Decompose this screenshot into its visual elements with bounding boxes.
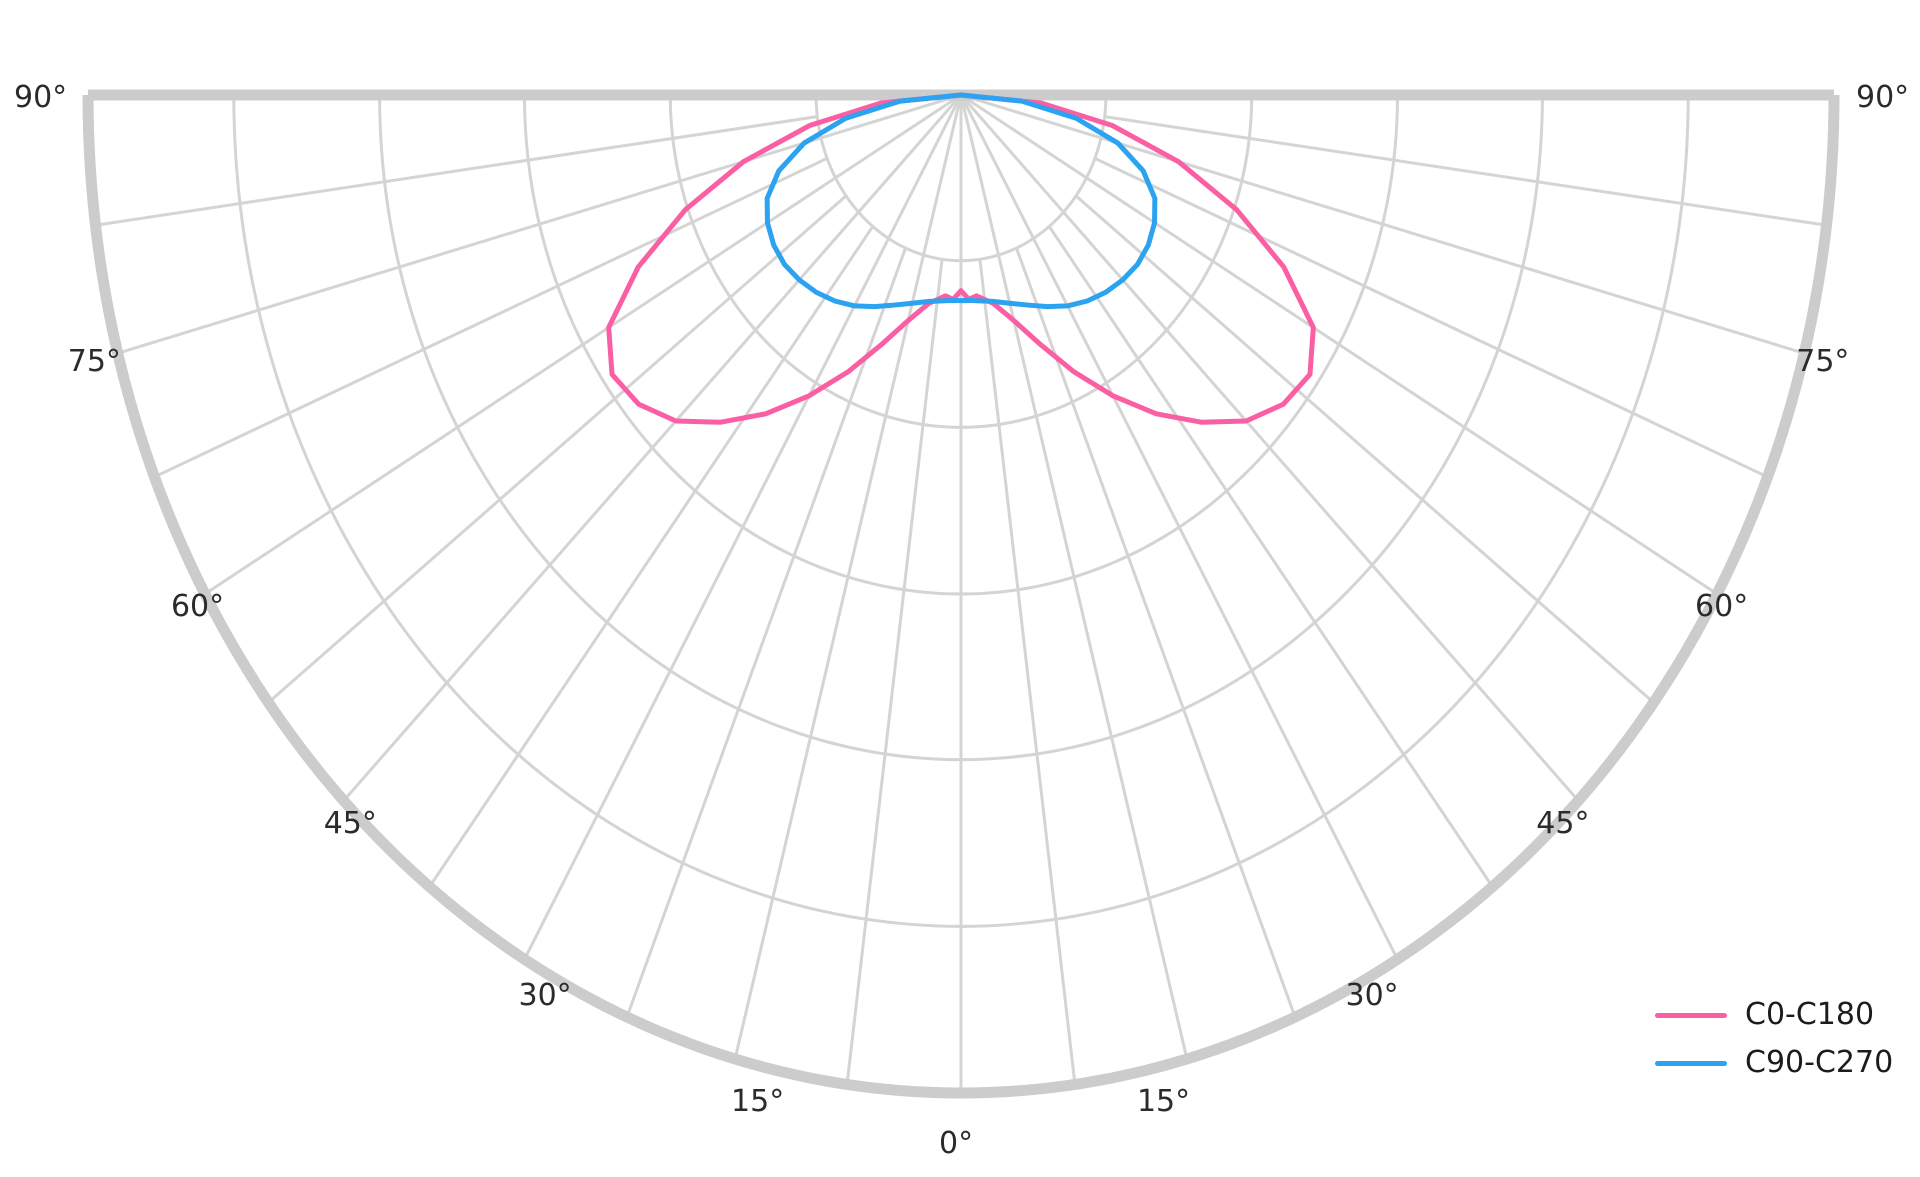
angle-label-right-30: 30° xyxy=(1345,978,1399,1014)
angle-label-left-30: 30° xyxy=(518,978,572,1014)
grid-spoke-minor xyxy=(1074,194,1655,704)
angle-label-right-45: 45° xyxy=(1536,805,1590,841)
grid-spoke-major xyxy=(342,94,963,802)
grid-spoke-major xyxy=(960,93,1805,355)
legend-swatch-c0-c180 xyxy=(1655,1012,1727,1018)
grid-spoke-major xyxy=(117,93,962,355)
legend-item-c0-c180[interactable]: C0-C180 xyxy=(1655,998,1893,1032)
grid-spoke-minor xyxy=(95,115,818,227)
grid-spoke-minor xyxy=(845,259,944,1085)
grid-spoke-minor xyxy=(978,259,1077,1085)
chart-legend: C0-C180 C90-C270 xyxy=(1655,998,1893,1080)
grid-spoke-minor xyxy=(625,247,907,1018)
data-series-layer xyxy=(606,92,1316,425)
angle-label-left-45: 45° xyxy=(323,805,377,841)
legend-label-c90-c270: C90-C270 xyxy=(1745,1045,1894,1080)
grid-spoke-major xyxy=(733,94,963,1060)
series-curve-1 xyxy=(764,92,1158,310)
grid-spoke-minor xyxy=(1094,157,1769,479)
angle-label-right-90: 90° xyxy=(1856,80,1910,115)
legend-item-c90-c270[interactable]: C90-C270 xyxy=(1655,1046,1893,1080)
angle-label-left-75: 75° xyxy=(67,344,121,380)
grid-spoke-major xyxy=(960,93,1718,596)
grid-spoke-major xyxy=(959,94,1399,960)
grid-spoke-major xyxy=(523,94,963,960)
angle-label-right-15: 15° xyxy=(1136,1083,1191,1119)
legend-swatch-c90-c270 xyxy=(1655,1060,1727,1066)
grid-spoke-major xyxy=(204,93,962,596)
grid-spoke-major xyxy=(959,94,1580,802)
angle-label-right-75: 75° xyxy=(1796,344,1850,380)
series-curve-0 xyxy=(606,92,1316,425)
grid-spoke-major xyxy=(959,94,1189,1060)
grid-spoke-minor xyxy=(153,157,828,479)
grid-major-layer xyxy=(117,93,1805,1093)
grid-spoke-minor xyxy=(428,225,875,888)
angle-label-right-60: 60° xyxy=(1695,589,1749,624)
grid-spoke-minor xyxy=(267,194,848,704)
grid-spoke-minor xyxy=(1047,225,1494,888)
plot-outer-arc xyxy=(82,94,1840,1099)
grid-minor-layer xyxy=(95,115,1827,1085)
angle-label-left-90: 90° xyxy=(14,80,68,115)
legend-label-c0-c180: C0-C180 xyxy=(1745,997,1875,1032)
grid-spoke-minor xyxy=(1015,247,1297,1018)
angle-label-left-60: 60° xyxy=(170,589,225,624)
grid-spoke-minor xyxy=(1104,115,1827,227)
angle-label-nadir-0: 0° xyxy=(939,1126,974,1161)
angle-label-left-15: 15° xyxy=(731,1083,785,1119)
